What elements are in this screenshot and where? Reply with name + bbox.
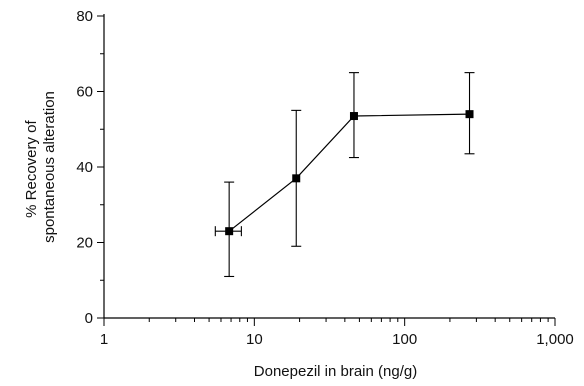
- data-point: [292, 174, 301, 183]
- x-tick-label: 1,000: [536, 331, 574, 348]
- x-tick-label: 10: [246, 331, 263, 348]
- plot-area: [214, 72, 475, 278]
- y-axis-label-line-2: spontaneous alteration: [41, 91, 58, 243]
- y-axis: 0 20 40 60 80: [76, 8, 105, 327]
- y-axis-label: % Recovery of spontaneous alteration: [23, 91, 58, 243]
- data-point: [349, 112, 358, 121]
- y-axis-label-line-1: % Recovery of: [23, 119, 40, 217]
- data-point: [225, 227, 234, 236]
- y-tick-label: 20: [76, 235, 93, 252]
- y-tick-label: 40: [76, 159, 93, 176]
- y-tick-label: 60: [76, 84, 93, 101]
- y-tick-label: 0: [85, 310, 93, 327]
- x-axis-label: Donepezil in brain (ng/g): [254, 363, 417, 380]
- x-tick-label: 1: [100, 331, 108, 348]
- data-point: [465, 110, 474, 119]
- y-tick-label: 80: [76, 8, 93, 25]
- x-axis: 1 10 100 1,000: [100, 317, 574, 348]
- x-tick-label: 100: [392, 331, 417, 348]
- series-line: [228, 113, 470, 232]
